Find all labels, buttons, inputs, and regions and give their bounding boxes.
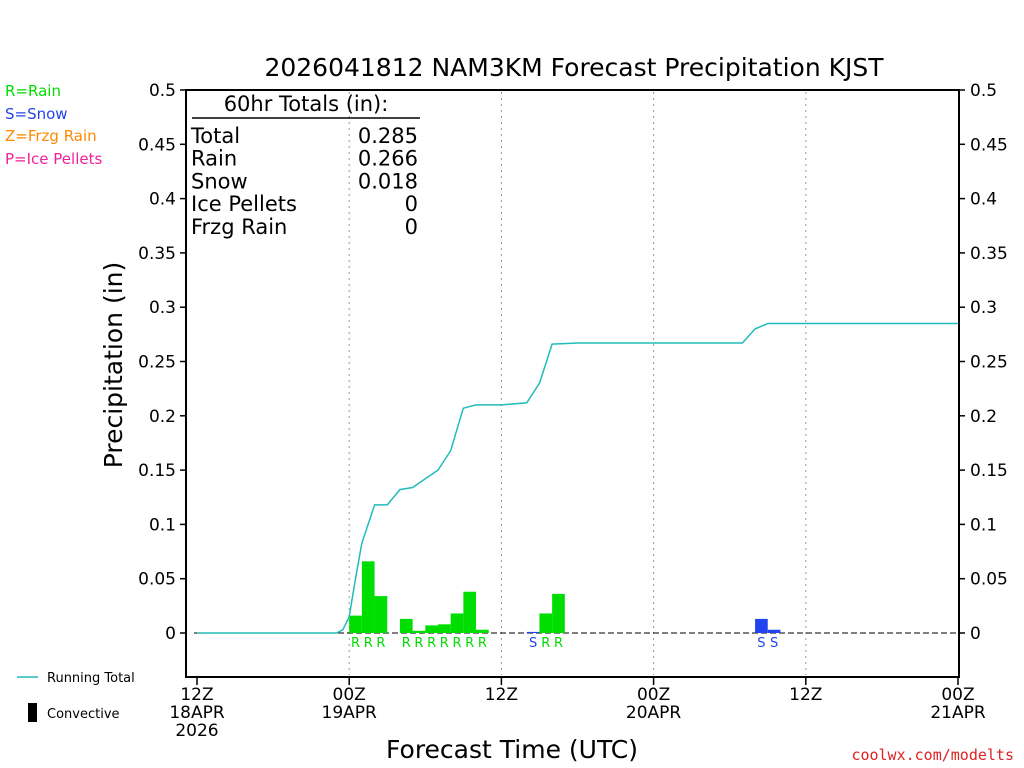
y-tick-label: 0.4 — [149, 190, 176, 210]
precip-type-label: R — [478, 636, 487, 651]
y-tick-label: 0.05 — [138, 570, 176, 590]
x-tick-label: 00Z — [941, 685, 974, 705]
chart-title: 2026041812 NAM3KM Forecast Precipitation… — [264, 53, 884, 82]
totals-row-value: 0.285 — [358, 124, 418, 148]
totals-row-value: 0.018 — [358, 169, 418, 193]
y-tick-label: 0.25 — [138, 353, 176, 373]
series-legend: Running Total Convective — [17, 671, 135, 722]
precip-bar — [526, 631, 540, 633]
totals-row-value: 0.266 — [358, 147, 418, 171]
y-tick-label: 0 — [970, 624, 981, 644]
y-tick-label: 0 — [165, 624, 176, 644]
precip-bar — [374, 596, 388, 633]
y-tick-label: 0.45 — [138, 135, 176, 155]
running-total-line — [197, 322, 958, 634]
y-tick-label: 0.5 — [970, 81, 997, 101]
x-tick-label: 00Z — [637, 685, 670, 705]
precip-bar — [539, 613, 553, 633]
x-tick-label: 19APR — [322, 703, 378, 723]
convective-legend-swatch — [28, 703, 37, 722]
x-tick-label: 18APR — [169, 703, 225, 723]
legend-rain: R=Rain — [5, 82, 61, 100]
totals-header: 60hr Totals (in): — [224, 92, 389, 116]
precip-type-label: R — [364, 636, 373, 651]
convective-legend-label: Convective — [47, 707, 120, 722]
y-tick-label: 0.1 — [970, 515, 997, 535]
running-total-series — [197, 322, 958, 634]
precip-bar — [767, 629, 781, 633]
y-tick-label: 0.1 — [149, 515, 176, 535]
precip-type-label: R — [440, 636, 449, 651]
precip-type-label: R — [414, 636, 423, 651]
precip-bar — [361, 561, 375, 633]
plot-frame — [185, 89, 960, 678]
y-tick-label: 0.5 — [149, 81, 176, 101]
totals-row-label: Rain — [191, 147, 237, 171]
grid-lines — [348, 92, 807, 675]
x-tick-label: 21APR — [930, 703, 986, 723]
precip-type-label: R — [465, 636, 474, 651]
y-tick-label: 0.15 — [970, 461, 1008, 481]
y-tick-label: 0.15 — [138, 461, 176, 481]
y-tick-label: 0.3 — [970, 298, 997, 318]
precip-type-label: S — [757, 636, 765, 651]
totals-row-label: Frzg Rain — [191, 215, 287, 239]
precip-bar — [399, 618, 413, 633]
totals-row-value: 0 — [405, 192, 418, 216]
x-tick-label: 12Z — [789, 685, 822, 705]
y-tick-label: 0.2 — [149, 407, 176, 427]
y-tick-label: 0.3 — [149, 298, 176, 318]
precip-type-legend: R=Rain S=Snow Z=Frzg Rain P=Ice Pellets — [5, 82, 102, 168]
x-tick-label: 12Z — [485, 685, 518, 705]
x-tick-label: 20APR — [626, 703, 682, 723]
x-tick-label: 2026 — [175, 721, 218, 741]
totals-row-label: Ice Pellets — [191, 192, 297, 216]
y-tick-label: 0.05 — [970, 570, 1008, 590]
totals-row-label: Snow — [191, 169, 248, 193]
precip-bar — [425, 625, 438, 633]
totals-row-value: 0 — [405, 215, 418, 239]
precip-type-label: R — [541, 636, 550, 651]
precip-type-label: R — [452, 636, 461, 651]
precip-type-label: R — [427, 636, 436, 651]
precip-type-label: S — [529, 636, 537, 651]
y-tick-label: 0.2 — [970, 407, 997, 427]
precip-bar — [552, 593, 565, 633]
precip-bar — [437, 624, 451, 633]
precip-bar — [755, 618, 768, 633]
y-tick-label: 0.35 — [138, 244, 176, 264]
totals-row-label: Total — [190, 124, 240, 148]
y-tick-label: 0.35 — [970, 244, 1008, 264]
precip-bar — [349, 615, 362, 633]
precip-type-label: R — [554, 636, 563, 651]
precip-type-label: R — [376, 636, 385, 651]
precip-bar — [450, 613, 464, 633]
legend-snow: S=Snow — [5, 105, 68, 123]
x-tick-label: 00Z — [333, 685, 366, 705]
x-tick-label: 12Z — [180, 685, 213, 705]
y-axis-right: 0.5 0.45 0.4 0.35 0.3 0.25 0.2 0.15 0.1 0.05 0 — [959, 81, 1008, 644]
legend-frzg-rain: Z=Frzg Rain — [5, 127, 97, 145]
precip-type-label: R — [402, 636, 411, 651]
y-axis-label: Precipitation (in) — [99, 262, 128, 469]
y-tick-label: 0.4 — [970, 190, 997, 210]
precip-type-label: R — [351, 636, 360, 651]
credit-text: coolwx.com/modelts — [851, 746, 1014, 764]
precip-bar — [463, 591, 477, 633]
y-tick-label: 0.25 — [970, 353, 1008, 373]
y-tick-label: 0.45 — [970, 135, 1008, 155]
precip-bar — [476, 629, 489, 633]
precip-bar — [412, 630, 426, 633]
precip-type-label: S — [770, 636, 778, 651]
x-axis-label: Forecast Time (UTC) — [386, 735, 638, 764]
legend-ice-pellets: P=Ice Pellets — [5, 150, 102, 168]
y-axis-left: 0.5 0.45 0.4 0.35 0.3 0.25 0.2 0.15 0.1 0.05 0 — [138, 81, 186, 644]
totals-box: 60hr Totals (in): Total 0.285 Rain 0.266 Sno… — [190, 92, 420, 239]
precip-bars — [349, 561, 781, 633]
running-total-legend-label: Running Total — [47, 671, 135, 686]
